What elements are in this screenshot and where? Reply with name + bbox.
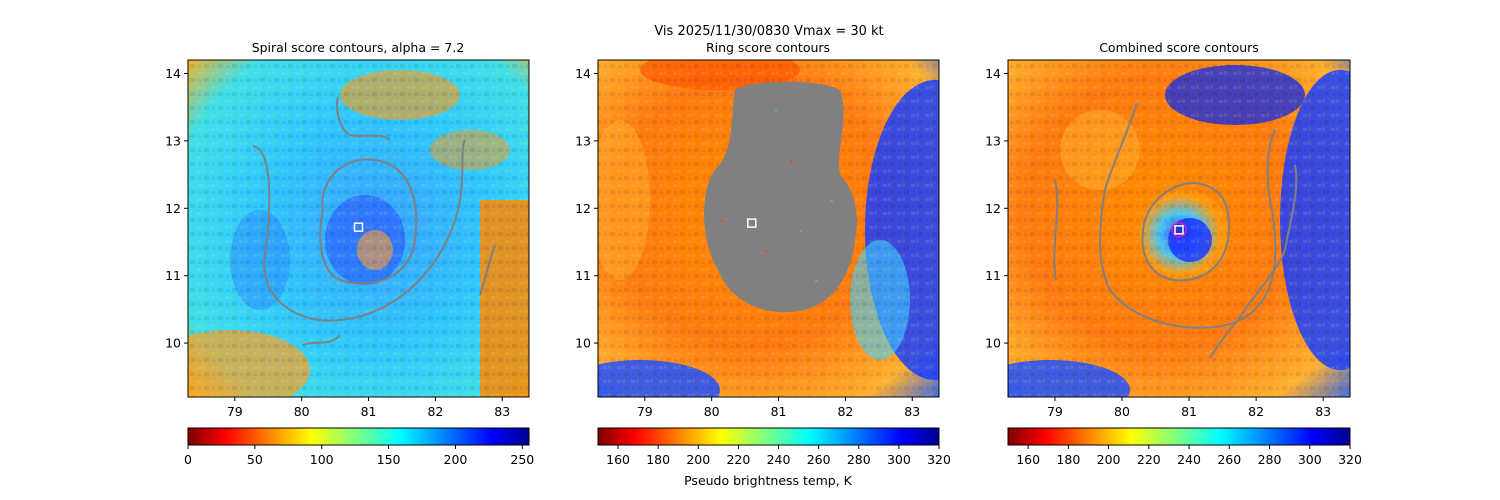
x-tick-label: 80 (1114, 404, 1130, 419)
x-tick-label: 83 (494, 404, 510, 419)
x-tick-label: 79 (637, 404, 653, 419)
colorbar-tick-label: 250 (510, 452, 534, 467)
panel-combined: Combined score contours 79 80 81 82 83 10 11 12… (985, 40, 1362, 467)
colorbar-tick-label: 160 (606, 452, 630, 467)
center-marker (747, 218, 757, 228)
y-tick-label: 14 (985, 66, 1001, 81)
colorbar-tick-label: 320 (927, 452, 951, 467)
colorbar-tick-label: 280 (1258, 452, 1282, 467)
y-tick-label: 12 (165, 201, 181, 216)
y-tick-label: 13 (985, 133, 1001, 148)
y-tick-label: 10 (985, 336, 1001, 351)
axes: 79 80 81 82 83 10 11 12 13 14 (575, 66, 920, 419)
colorbar-tick-label: 300 (887, 452, 911, 467)
y-tick-label: 14 (575, 66, 591, 81)
colorbar-tick-label: 300 (1298, 452, 1322, 467)
panel-title: Ring score contours (706, 40, 830, 55)
x-tick-label: 82 (1248, 404, 1264, 419)
heatmap-image (1008, 60, 1350, 397)
panel-ring: Ring score contours 79 80 81 82 83 10 11 12 13 14… (575, 40, 951, 488)
y-tick-label: 11 (575, 268, 591, 283)
axes: 79 80 81 82 83 10 11 12 13 14 (165, 66, 510, 419)
panel-title: Spiral score contours, alpha = 7.2 (252, 40, 465, 55)
y-tick-label: 11 (985, 268, 1001, 283)
x-tick-label: 81 (1181, 404, 1197, 419)
masked-region (704, 81, 857, 313)
colorbar-ticks: 160 180 200 220 240 260 280 300 320 (606, 445, 951, 467)
colorbar-tick-label: 260 (807, 452, 831, 467)
colorbar-tick-label: 180 (1056, 452, 1080, 467)
colorbar-tick-label: 200 (1097, 452, 1121, 467)
colorbar (597, 427, 940, 446)
heatmap-image (598, 60, 939, 397)
center-marker (1171, 222, 1187, 238)
panel-spiral: Spiral score contours, alpha = 7.2 79 80 8… (165, 40, 534, 467)
colorbar (1007, 427, 1351, 446)
colorbar-tick-label: 50 (247, 452, 263, 467)
y-tick-label: 10 (575, 336, 591, 351)
heatmap-image (188, 60, 529, 397)
figure-suptitle: Vis 2025/11/30/0830 Vmax = 30 kt (654, 24, 883, 39)
x-tick-label: 79 (227, 404, 243, 419)
center-ring (1171, 222, 1187, 238)
colorbar-label: Pseudo brightness temp, K (684, 473, 853, 488)
x-tick-label: 79 (1047, 404, 1063, 419)
colorbar-tick-label: 280 (847, 452, 871, 467)
colorbar-tick-label: 150 (377, 452, 401, 467)
x-tick-label: 82 (427, 404, 443, 419)
x-tick-label: 81 (771, 404, 787, 419)
x-tick-label: 80 (704, 404, 720, 419)
y-tick-label: 13 (575, 133, 591, 148)
colorbar-tick-label: 180 (646, 452, 670, 467)
center-square (353, 222, 364, 232)
axes: 79 80 81 82 83 10 11 12 13 14 (985, 66, 1331, 419)
colorbar-tick-label: 200 (686, 452, 710, 467)
center-marker (353, 222, 364, 232)
colorbar-tick-label: 200 (444, 452, 468, 467)
x-tick-label: 83 (904, 404, 920, 419)
y-tick-label: 10 (165, 336, 181, 351)
x-tick-label: 83 (1315, 404, 1331, 419)
colorbar (187, 427, 530, 446)
colorbar-ticks: 160 180 200 220 240 260 280 300 320 (1016, 445, 1362, 467)
colorbar-tick-label: 320 (1338, 452, 1362, 467)
x-tick-label: 82 (837, 404, 853, 419)
colorbar-tick-label: 240 (767, 452, 791, 467)
colorbar-ticks: 0 50 100 150 200 250 (184, 445, 534, 467)
colorbar-tick-label: 240 (1177, 452, 1201, 467)
center-square (747, 218, 757, 228)
y-tick-label: 11 (165, 268, 181, 283)
panel-title: Combined score contours (1099, 40, 1259, 55)
center-square (1174, 225, 1184, 235)
y-tick-label: 14 (165, 66, 181, 81)
colorbar-tick-label: 220 (1137, 452, 1161, 467)
colorbar-tick-label: 100 (310, 452, 334, 467)
x-tick-label: 81 (361, 404, 377, 419)
colorbar-tick-label: 220 (726, 452, 750, 467)
colorbar-tick-label: 0 (184, 452, 192, 467)
colorbar-tick-label: 260 (1217, 452, 1241, 467)
colorbar-tick-label: 160 (1016, 452, 1040, 467)
y-tick-label: 12 (575, 201, 591, 216)
y-tick-label: 12 (985, 201, 1001, 216)
y-tick-label: 13 (165, 133, 181, 148)
x-tick-label: 80 (294, 404, 310, 419)
